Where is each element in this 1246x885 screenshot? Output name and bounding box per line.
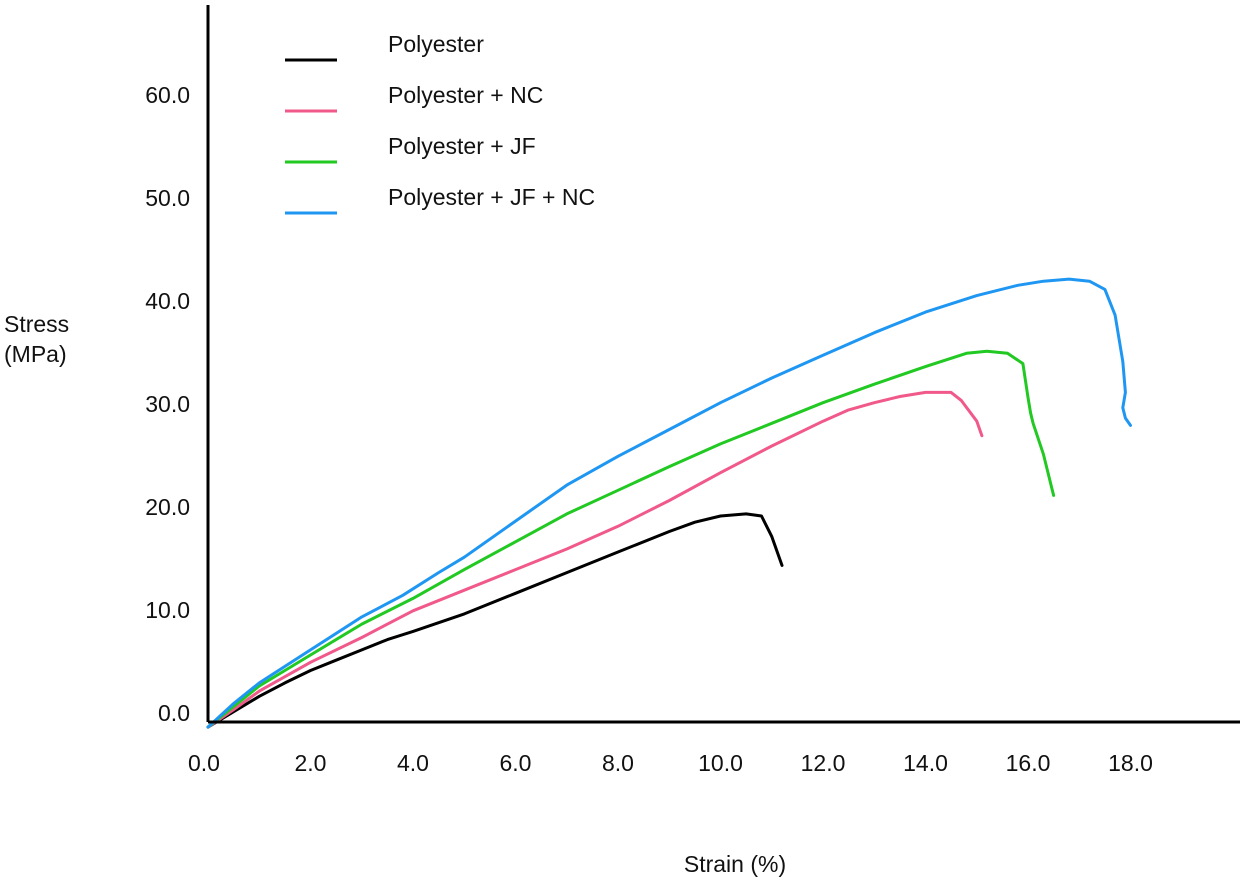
x-tick-label: 2.0 <box>295 750 327 776</box>
legend-label: Polyester <box>388 31 484 57</box>
series-line-2 <box>206 390 984 729</box>
y-tick-label: 30.0 <box>145 391 190 417</box>
plot-area <box>206 277 1132 729</box>
y-axis-label: Stress (MPa) <box>4 311 69 367</box>
y-tick-label: 40.0 <box>145 288 190 314</box>
legend-label: Polyester + JF <box>388 133 536 159</box>
x-axis-label: Strain (%) <box>684 851 786 877</box>
x-tick-label: 8.0 <box>602 750 634 776</box>
axes <box>206 5 1240 724</box>
y-axis-label-line: (MPa) <box>4 341 67 367</box>
series-line-1 <box>206 512 784 729</box>
y-tick-label: 60.0 <box>145 82 190 108</box>
legend-label: Polyester + JF + NC <box>388 184 595 210</box>
series-line-3 <box>206 349 1056 729</box>
x-tick-label: 18.0 <box>1108 750 1153 776</box>
y-tick-label: 20.0 <box>145 494 190 520</box>
series-line-4 <box>206 277 1132 729</box>
x-tick-label: 4.0 <box>397 750 429 776</box>
x-tick-label: 16.0 <box>1006 750 1051 776</box>
legend: Polyester Polyester + NC Polyester + JF Pol… <box>285 31 595 215</box>
legend-label: Polyester + NC <box>388 82 543 108</box>
y-tick-label: 0.0 <box>158 700 190 726</box>
x-tick-label: 6.0 <box>500 750 532 776</box>
x-tick-label: 0.0 <box>188 750 220 776</box>
y-tick-labels: 0.0 10.0 20.0 30.0 40.0 50.0 60.0 <box>145 82 190 726</box>
x-tick-label: 14.0 <box>903 750 948 776</box>
x-tick-label: 12.0 <box>801 750 846 776</box>
y-tick-label: 50.0 <box>145 185 190 211</box>
y-axis-label-line: Stress <box>4 311 69 337</box>
y-tick-label: 10.0 <box>145 597 190 623</box>
x-tick-label: 10.0 <box>698 750 743 776</box>
x-tick-labels: 0.0 2.0 4.0 6.0 8.0 10.0 12.0 14.0 16.0 18.0 <box>188 750 1153 776</box>
